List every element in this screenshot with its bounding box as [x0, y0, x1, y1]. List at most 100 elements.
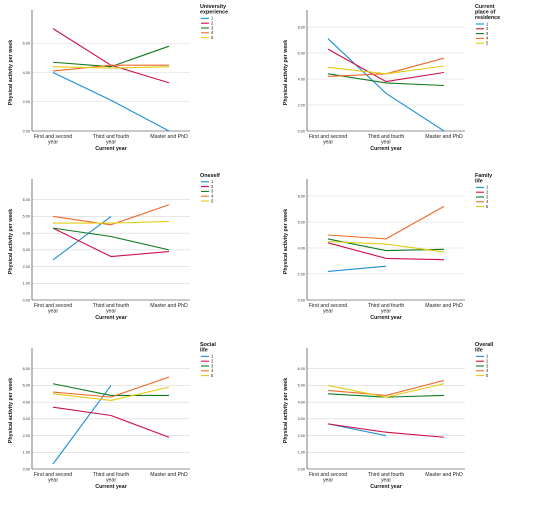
- legend-item-label: 5: [211, 198, 214, 203]
- series-line-2: [52, 28, 170, 84]
- x-axis-title: Current year: [95, 484, 127, 490]
- y-tick-label: 8.00: [298, 194, 305, 198]
- y-axis-title: Physical activity per week: [8, 209, 14, 274]
- y-tick-label: 8.00: [298, 25, 305, 29]
- legend-item-label: 1: [486, 185, 489, 190]
- y-tick-label: 0.00: [23, 467, 30, 471]
- y-tick-label: 6.00: [23, 198, 30, 202]
- legend-item-label: 4: [486, 36, 489, 41]
- series-line-1: [327, 423, 387, 437]
- y-tick-label: 1.00: [298, 451, 305, 455]
- y-tick-label: 0.00: [298, 467, 305, 471]
- x-tick-label: Third and fourth: [93, 303, 130, 309]
- y-tick-label: 0.00: [23, 129, 30, 133]
- chart-svg: 0.00 1.00 2.00 3.00 4.00 5.00 6.00 First and se…: [283, 342, 494, 490]
- y-tick-label: 2.00: [298, 103, 305, 107]
- x-tick-label: Master and PhD: [425, 134, 463, 140]
- legend-title: life: [475, 179, 483, 185]
- y-tick-label: 6.00: [298, 367, 305, 371]
- series-line-4: [52, 376, 170, 398]
- chart-social-life: 0.00 1.00 2.00 3.00 4.00 5.00 6.00 First and se…: [0, 338, 275, 507]
- x-tick-label: Master and PhD: [150, 303, 188, 309]
- legend-title: Overall: [475, 342, 494, 348]
- legend-item-label: 1: [486, 354, 489, 359]
- y-tick-label: 3.00: [23, 417, 30, 421]
- y-tick-label: 0.00: [23, 298, 30, 302]
- legend-item-label: 5: [211, 373, 214, 378]
- y-tick-label: 4.00: [298, 77, 305, 81]
- legend-title: experience: [200, 10, 228, 16]
- x-tick-label: Third and fourth: [368, 303, 405, 309]
- x-tick-label: First and second: [309, 303, 347, 309]
- x-tick-label: year: [106, 140, 116, 146]
- y-tick-label: 1.00: [23, 282, 30, 286]
- series-line-3: [327, 238, 445, 252]
- legend-item-label: 2: [211, 184, 214, 189]
- y-tick-label: 3.00: [23, 248, 30, 252]
- x-tick-label: Third and fourth: [93, 472, 130, 478]
- y-tick-label: 2.00: [23, 265, 30, 269]
- legend-item-label: 3: [211, 189, 214, 194]
- y-tick-label: 6.00: [298, 220, 305, 224]
- x-axis-title: Current year: [370, 315, 402, 321]
- legend-item-label: 5: [486, 41, 489, 46]
- y-tick-label: 2.00: [298, 272, 305, 276]
- legend-title: residence: [475, 15, 500, 21]
- legend-item-label: 1: [211, 354, 214, 359]
- chart-university-experience: 0.00 2.00 4.00 6.00 First and second year Thir…: [0, 0, 275, 169]
- legend-item-label: 3: [486, 31, 489, 36]
- legend-title: place of: [475, 10, 496, 16]
- y-tick-label: 0.00: [298, 129, 305, 133]
- legend-item-label: 4: [486, 368, 489, 373]
- legend-item-label: 3: [211, 363, 214, 368]
- series-line-4: [52, 64, 169, 72]
- y-tick-label: 4.00: [298, 400, 305, 404]
- x-tick-label: Master and PhD: [425, 303, 463, 309]
- y-axis-title: Physical activity per week: [283, 378, 289, 443]
- y-tick-label: 2.00: [23, 434, 30, 438]
- x-tick-label: year: [381, 140, 391, 146]
- x-tick-label: year: [106, 478, 116, 484]
- x-axis-title: Current year: [370, 484, 402, 490]
- y-tick-label: 3.00: [298, 417, 305, 421]
- series-line-2: [327, 48, 445, 83]
- chart-overall-life: 0.00 1.00 2.00 3.00 4.00 5.00 6.00 First and se…: [275, 338, 550, 507]
- x-tick-label: Third and fourth: [368, 134, 405, 140]
- x-tick-label: year: [106, 309, 116, 315]
- y-tick-label: 0.00: [298, 298, 305, 302]
- x-tick-label: year: [381, 478, 391, 484]
- legend-item-label: 3: [211, 25, 214, 30]
- series-line-3: [52, 45, 170, 68]
- legend-title: Family: [475, 173, 492, 179]
- series-line-5: [53, 220, 170, 224]
- legend-item-label: 5: [486, 204, 489, 209]
- x-tick-label: year: [48, 140, 58, 146]
- legend-title: life: [200, 348, 208, 354]
- y-tick-label: 2.00: [23, 100, 30, 104]
- legend-item-label: 1: [211, 179, 214, 184]
- y-tick-label: 1.00: [23, 451, 30, 455]
- series-line-3: [52, 227, 170, 251]
- legend-item-label: 3: [486, 194, 489, 199]
- legend-title: Oneself: [200, 173, 220, 179]
- y-tick-label: 6.00: [298, 51, 305, 55]
- legend-title: University: [200, 4, 226, 10]
- chart-svg: 0.00 1.00 2.00 3.00 4.00 5.00 6.00 First and se…: [8, 342, 216, 490]
- x-tick-label: Third and fourth: [368, 472, 405, 478]
- x-tick-label: Master and PhD: [150, 134, 188, 140]
- legend-title: life: [475, 348, 483, 354]
- series-line-2: [327, 423, 445, 438]
- x-tick-label: First and second: [34, 303, 72, 309]
- x-tick-label: First and second: [309, 472, 347, 478]
- legend-item-label: 2: [211, 359, 214, 364]
- y-axis-title: Physical activity per week: [8, 40, 14, 105]
- series-line-2: [327, 242, 445, 261]
- x-tick-label: First and second: [34, 472, 72, 478]
- legend-item-label: 2: [211, 21, 214, 26]
- y-tick-label: 4.00: [23, 400, 30, 404]
- y-tick-label: 6.00: [23, 367, 30, 371]
- series-line-2: [52, 227, 170, 258]
